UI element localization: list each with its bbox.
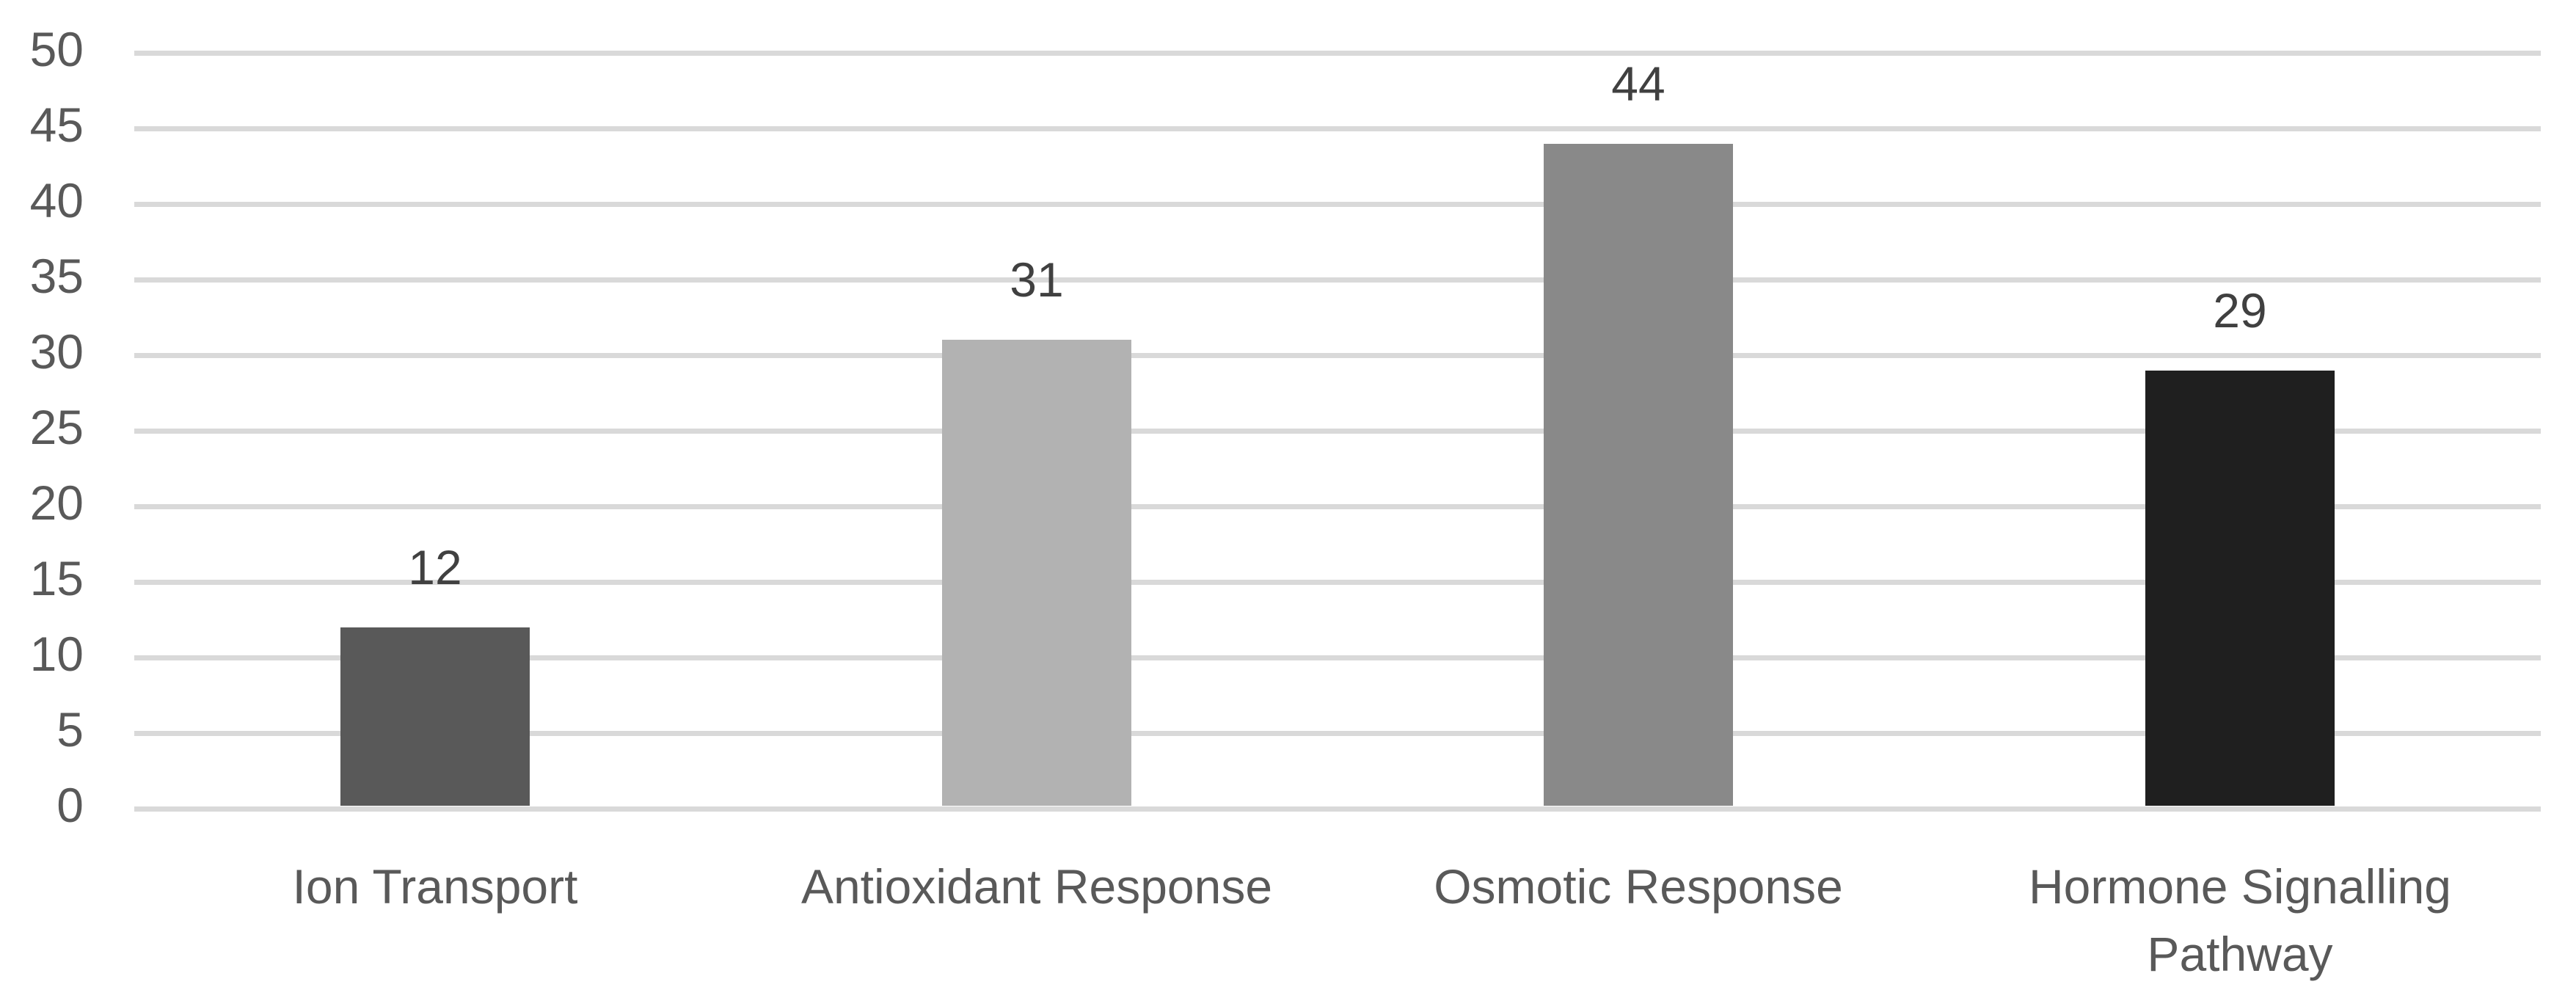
- gridline: [134, 353, 2541, 358]
- gridline: [134, 731, 2541, 736]
- x-category-label: Ion Transport: [292, 859, 578, 914]
- bar: [340, 627, 530, 806]
- x-category-label: Osmotic Response: [1434, 859, 1843, 914]
- gridline: [134, 202, 2541, 207]
- y-tick-label: 5: [56, 702, 84, 757]
- gridline: [134, 580, 2541, 585]
- bar-value-label: 12: [408, 539, 462, 594]
- x-category-label: Antioxidant Response: [800, 859, 1273, 914]
- y-tick-label: 10: [29, 627, 84, 681]
- bar-value-label: 31: [1010, 252, 1064, 307]
- y-tick-label: 45: [29, 98, 84, 152]
- bar-value-label: 29: [2213, 283, 2267, 338]
- gridline: [134, 429, 2541, 434]
- y-tick-label: 35: [29, 249, 84, 303]
- y-tick-label: 25: [29, 400, 84, 454]
- gridline: [134, 126, 2541, 131]
- gridline: [134, 504, 2541, 509]
- gridline: [134, 51, 2541, 56]
- x-category-label: Hormone Signalling Pathway: [2029, 859, 2451, 981]
- bar-value-label: 44: [1611, 56, 1665, 111]
- x-axis-line: [134, 806, 2541, 812]
- bar: [942, 340, 1131, 806]
- y-tick-label: 50: [29, 22, 84, 76]
- gridline: [134, 277, 2541, 283]
- bar: [1544, 143, 1733, 806]
- y-tick-label: 0: [56, 778, 84, 832]
- y-tick-label: 30: [29, 324, 84, 379]
- gridline: [134, 655, 2541, 660]
- y-tick-label: 40: [29, 173, 84, 227]
- y-tick-label: 15: [29, 551, 84, 605]
- bar: [2145, 370, 2335, 806]
- y-tick-label: 20: [29, 476, 84, 530]
